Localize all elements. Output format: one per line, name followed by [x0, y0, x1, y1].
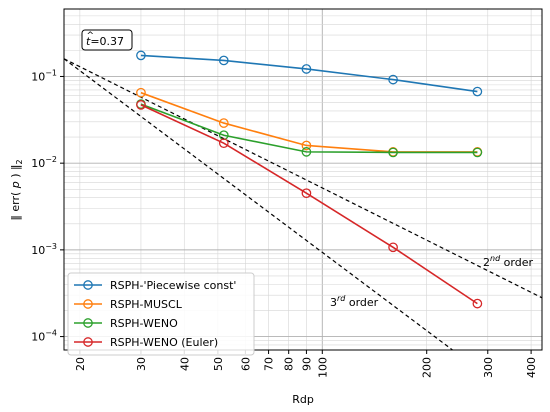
x-tick-label: 400 [525, 357, 538, 378]
legend-swatch-marker [83, 299, 93, 309]
y-axis-ticks: 10−1 10−2 10−3 10−4 [31, 68, 64, 344]
reference-label-order-2: 2nd order [483, 254, 533, 269]
x-tick-label: 300 [482, 357, 495, 378]
legend-item: RSPH-WENO [74, 317, 178, 330]
x-axis-label: Rdp [292, 393, 314, 406]
reference-line-labels: 2nd order 3rd order [330, 254, 533, 309]
series-line [140, 104, 478, 305]
series-3 [136, 99, 483, 158]
legend-label: RSPH-WENO (Euler) [110, 336, 218, 349]
svg-text:^: ^ [87, 31, 95, 41]
x-tick-label: 40 [178, 357, 191, 371]
data-point [301, 64, 312, 74]
reference-line-order-2 [64, 58, 542, 299]
legend-label: RSPH-WENO [110, 317, 178, 330]
x-tick-label: 70 [263, 357, 276, 371]
x-tick-label: 200 [421, 357, 434, 378]
data-point [218, 55, 229, 66]
data-point [388, 74, 398, 85]
legend: RSPH-'Piecewise const' RSPH-MUSCL RSPH-WEN… [67, 272, 255, 356]
x-tick-label: 90 [300, 357, 313, 371]
data-point [136, 87, 146, 98]
reference-line-order-3 [64, 58, 454, 350]
svg-text:t=0.37: t=0.37 [86, 35, 124, 48]
x-tick-label: 80 [283, 357, 296, 371]
reference-lines [64, 58, 542, 350]
x-tick-label: 60 [239, 357, 252, 371]
x-tick-label: 50 [212, 357, 225, 371]
y-tick-label: 10−2 [31, 155, 57, 170]
y-axis-label: ‖ err( p ) ‖2 [9, 159, 24, 220]
data-point [136, 100, 146, 110]
legend-box [67, 272, 255, 356]
x-tick-label: 30 [135, 357, 148, 371]
data-point [301, 188, 312, 199]
series-4 [136, 100, 483, 309]
legend-label: RSPH-'Piecewise const' [110, 279, 236, 292]
plot-frame [63, 8, 543, 351]
legend-swatch-marker [83, 337, 93, 347]
legend-item: RSPH-'Piecewise const' [74, 279, 236, 292]
legend-swatch-marker [83, 280, 93, 290]
series-line [140, 54, 478, 93]
data-point [136, 50, 146, 61]
legend-item: RSPH-WENO (Euler) [74, 336, 218, 349]
legend-item: RSPH-MUSCL [74, 298, 183, 311]
series-layer [136, 50, 483, 309]
legend-label: RSPH-MUSCL [110, 298, 183, 311]
x-tick-label: 20 [74, 357, 87, 371]
data-point [472, 147, 483, 158]
y-tick-label: 10−1 [31, 68, 57, 83]
series-line [140, 103, 478, 154]
data-point [472, 86, 483, 97]
series-1 [136, 50, 483, 97]
data-point [301, 147, 312, 157]
y-tick-label: 10−4 [31, 329, 57, 344]
data-point [472, 298, 483, 309]
legend-swatch-marker [83, 318, 93, 328]
time-annotation: t=0.37 ^ [81, 29, 133, 51]
data-point [301, 140, 312, 151]
data-point [388, 242, 398, 253]
x-axis-ticks: 20 30 40 50 60 70 80 90 100 200 300 400 [74, 350, 538, 378]
data-point [218, 138, 229, 149]
reference-label-order-3: 3rd order [330, 294, 379, 309]
data-point [218, 118, 229, 128]
y-tick-label: 10−3 [31, 242, 57, 257]
data-point [388, 147, 398, 158]
x-tick-label: 100 [316, 357, 329, 378]
